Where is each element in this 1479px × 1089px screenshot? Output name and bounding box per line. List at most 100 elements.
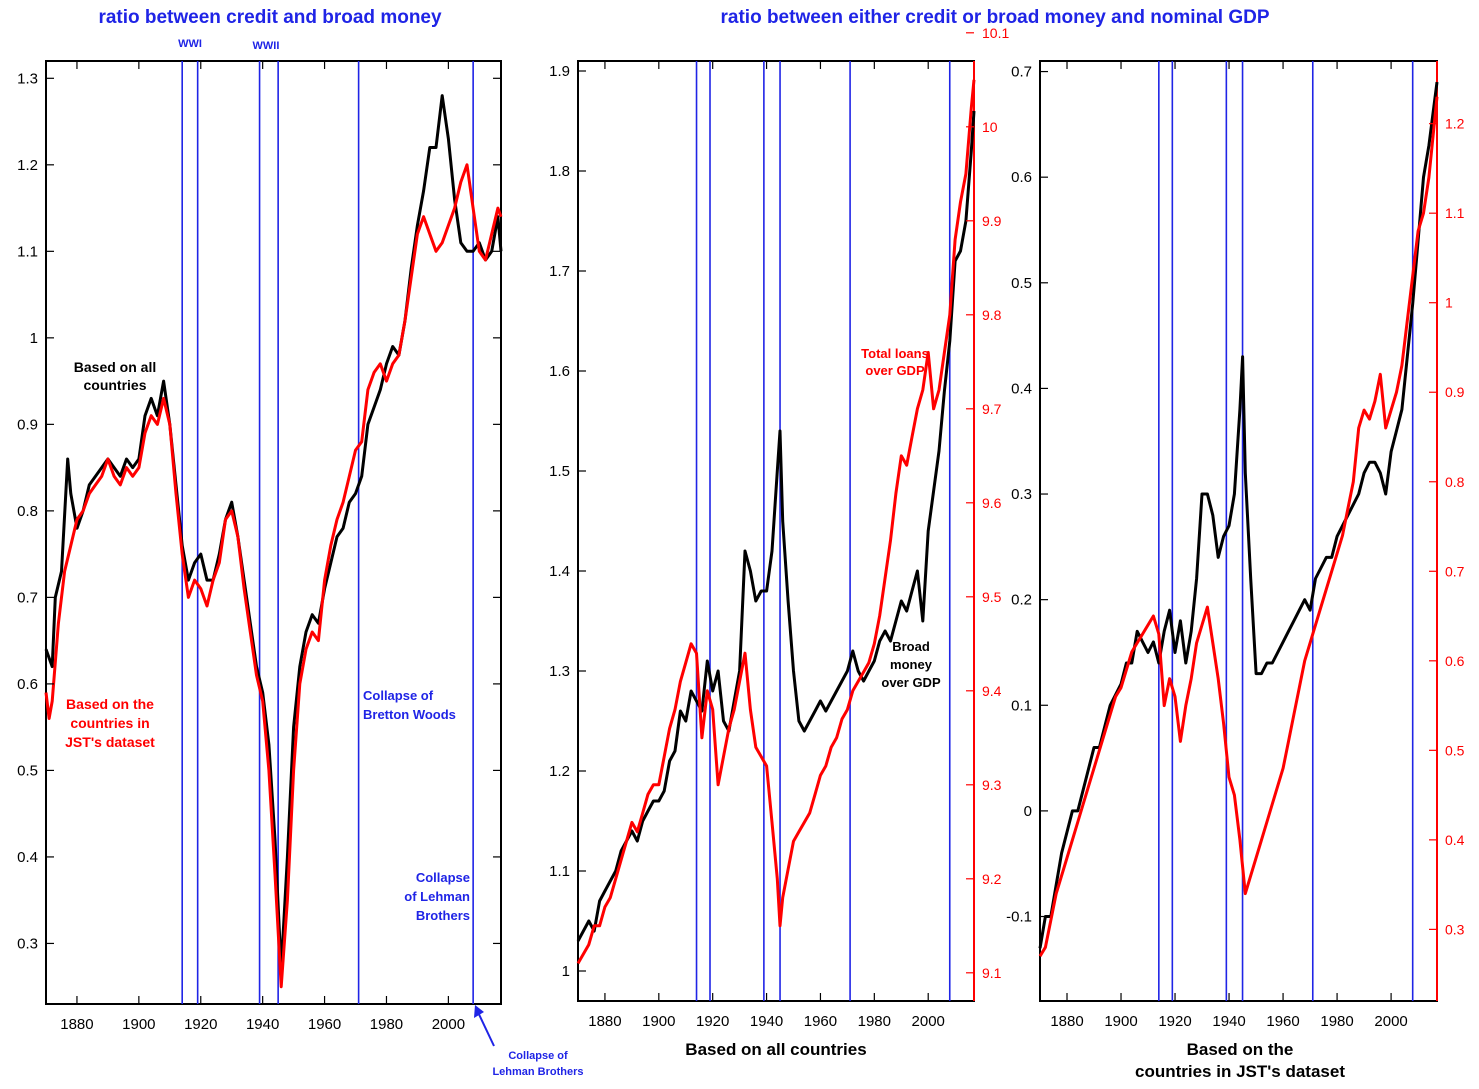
x-tick-label: 1920 xyxy=(184,1016,217,1033)
y2-tick-label: 9.7 xyxy=(982,401,1002,417)
y-tick-label: 0.2 xyxy=(1011,592,1032,609)
x-tick-label: 1920 xyxy=(1158,1013,1191,1030)
y2-tick-label: 0.7 xyxy=(1445,563,1465,579)
x-tick-label: 2000 xyxy=(432,1016,465,1033)
x-tick-label: 1980 xyxy=(1320,1013,1353,1030)
y-tick-label: 1.5 xyxy=(549,463,570,480)
x-tick-label: 1880 xyxy=(60,1016,93,1033)
y2-tick-label: 0.6 xyxy=(1445,653,1465,669)
series-line xyxy=(44,163,503,989)
y-tick-label: 0 xyxy=(1024,803,1032,820)
y2-tick-label: 0.4 xyxy=(1445,832,1465,848)
x-tick-label: 1880 xyxy=(588,1013,621,1030)
y-tick-label: 1.3 xyxy=(17,70,38,87)
y-tick-label: 1 xyxy=(30,330,38,347)
y-tick-label: 0.5 xyxy=(17,762,38,779)
y-tick-label: 1.2 xyxy=(549,763,570,780)
y-tick-label: 1.9 xyxy=(549,63,570,80)
y2-tick-label: 9.6 xyxy=(982,495,1002,511)
x-tick-label: 1940 xyxy=(750,1013,783,1030)
y-tick-label: 0.4 xyxy=(1011,380,1032,397)
series-line xyxy=(1038,81,1439,949)
y-tick-label: 0.6 xyxy=(1011,169,1032,186)
y-tick-label: 1.3 xyxy=(549,663,570,680)
y2-tick-label: 9.1 xyxy=(982,965,1002,981)
x-tick-label: 1880 xyxy=(1050,1013,1083,1030)
annotation-total-loans: Total loans over GDP xyxy=(861,346,929,378)
y-tick-label: 0.7 xyxy=(17,589,38,606)
y-tick-label: 1.2 xyxy=(17,157,38,174)
y2-tick-label: 9.2 xyxy=(982,871,1002,887)
y-tick-label: -0.1 xyxy=(1006,909,1032,926)
x-tick-label: 1920 xyxy=(696,1013,729,1030)
x-tick-label: 1960 xyxy=(1266,1013,1299,1030)
y2-tick-label: 10.1 xyxy=(982,25,1009,41)
y2-tick-label: 0.3 xyxy=(1445,921,1465,937)
y-tick-label: 1.1 xyxy=(549,863,570,880)
left-title: ratio between credit and broad money xyxy=(98,7,442,28)
annotation-lehman: Collapse of Lehman Brothers xyxy=(404,870,470,923)
y2-tick-label: 9.3 xyxy=(982,777,1002,793)
y-tick-label: 1.4 xyxy=(549,563,570,580)
x-tick-label: 1980 xyxy=(858,1013,891,1030)
y-tick-label: 0.8 xyxy=(17,503,38,520)
y-tick-label: 1 xyxy=(562,963,570,980)
y-tick-label: 1.8 xyxy=(549,163,570,180)
panel-all-countries: 1880 1900 1920 1940 1960 1980 2000 1 1.1 1.2 1.3 1… xyxy=(549,25,1009,1059)
y-tick-label: 0.6 xyxy=(17,676,38,693)
y2-tick-label: 9.9 xyxy=(982,213,1002,229)
y2-tick-label: 1.2 xyxy=(1445,116,1465,132)
x-axis-label: Based on the countries in JST's dataset xyxy=(1135,1040,1345,1081)
x-axis-label: Based on all countries xyxy=(685,1040,866,1059)
x-tick-label: 1960 xyxy=(804,1013,837,1030)
x-tick-label: 1900 xyxy=(122,1016,155,1033)
plot-frame xyxy=(1039,60,1438,1002)
wwi-label: WWI xyxy=(178,38,202,50)
x-tick-label: 1900 xyxy=(1104,1013,1137,1030)
y-tick-label: 0.7 xyxy=(1011,64,1032,81)
x-tick-label: 1940 xyxy=(246,1016,279,1033)
x-tick-label: 1980 xyxy=(370,1016,403,1033)
x-tick-label: 2000 xyxy=(912,1013,945,1030)
annotation-bretton-woods: Collapse of Bretton Woods xyxy=(363,688,456,722)
y-tick-label: 0.9 xyxy=(17,416,38,433)
annotation-jst-countries: Based on the countries in JST's dataset xyxy=(65,696,155,750)
x-tick-label: 1960 xyxy=(308,1016,341,1033)
series-line xyxy=(576,110,976,942)
y-tick-label: 1.6 xyxy=(549,363,570,380)
y2-tick-label: 0.9 xyxy=(1445,384,1465,400)
right-title: ratio between either credit or broad mon… xyxy=(721,7,1270,28)
series-line xyxy=(44,94,503,971)
y-tick-label: 1.1 xyxy=(17,243,38,260)
y2-tick-label: 10 xyxy=(982,119,998,135)
annotation-all-countries: Based on all countries xyxy=(74,359,156,393)
x-tick-label: 2000 xyxy=(1374,1013,1407,1030)
y2-tick-label: 1.1 xyxy=(1445,205,1465,221)
annotation-lehman-below: Collapse of Lehman Brothers xyxy=(474,1005,584,1078)
y-tick-label: 0.5 xyxy=(1011,275,1032,292)
plot-frame xyxy=(45,60,502,1005)
y2-tick-label: 9.5 xyxy=(982,589,1002,605)
y-tick-label: 0.4 xyxy=(17,849,38,866)
y-tick-label: 0.3 xyxy=(17,935,38,952)
y2-tick-label: 1 xyxy=(1445,295,1453,311)
wwii-label: WWII xyxy=(253,40,280,52)
y2-tick-label: 9.4 xyxy=(982,683,1002,699)
y2-tick-label: 0.8 xyxy=(1445,474,1465,490)
y-tick-label: 1.7 xyxy=(549,263,570,280)
series-line xyxy=(1038,96,1439,957)
y2-tick-label: 0.5 xyxy=(1445,742,1465,758)
y2-tick-label: 9.8 xyxy=(982,307,1002,323)
y-tick-label: 0.3 xyxy=(1011,486,1032,503)
annotation-broad-money: Broad money over GDP xyxy=(881,639,941,690)
panel-jst-countries: 1880 1900 1920 1940 1960 1980 2000 -0.1 0 0.1 0.2… xyxy=(1006,60,1465,1081)
